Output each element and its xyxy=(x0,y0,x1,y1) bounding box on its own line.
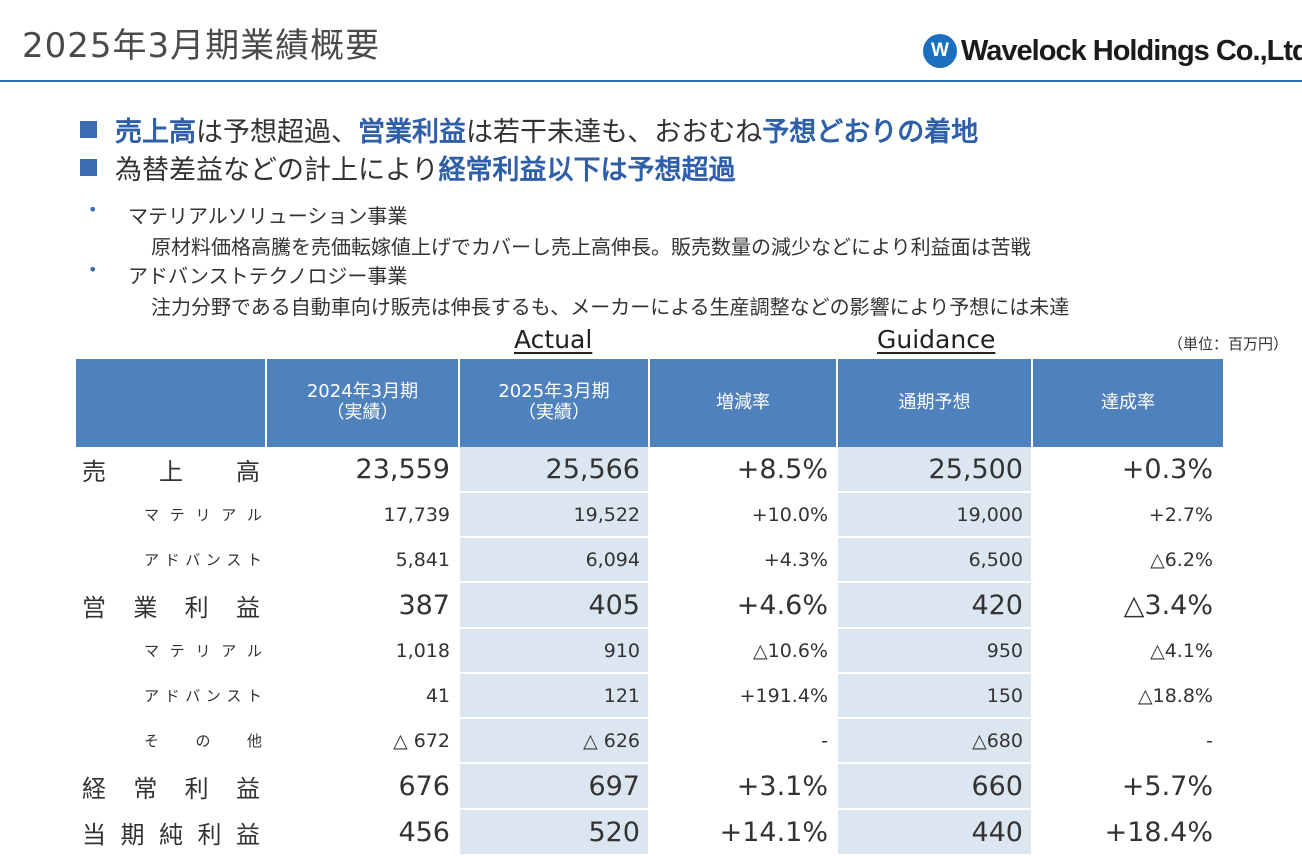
table-row-operating-income: 営業利益 387 405 +4.6% 420 △3.4% xyxy=(76,583,1223,629)
cell-fy2024-actual: △ 672 xyxy=(267,719,460,764)
cell-fy2025-actual: 6,094 xyxy=(460,538,650,583)
header-fy2025-actual: 2025年3月期 （実績） xyxy=(460,359,650,447)
cell-fy2025-actual: 520 xyxy=(460,810,650,856)
row-label: 経常利益 xyxy=(76,764,267,810)
cell-achievement-rate: △3.4% xyxy=(1033,583,1223,629)
cell-fy2025-actual: 121 xyxy=(460,674,650,719)
cell-change-rate: - xyxy=(650,719,838,764)
guidance-caption: Guidance xyxy=(877,325,996,354)
headline-1-text: 売上高は予想超過、営業利益は若干未達も、おおむね予想どおりの着地 xyxy=(115,117,979,148)
segment-note-advanced-title: • アドバンストテクノロジー事業 xyxy=(88,260,408,288)
cell-change-rate: +4.6% xyxy=(650,583,838,629)
cell-change-rate: △10.6% xyxy=(650,629,838,674)
unit-note: （単位：百万円） xyxy=(1168,335,1289,353)
row-label: マテリアル xyxy=(76,629,267,674)
table-row-ordinary-income: 経常利益 676 697 +3.1% 660 +5.7% xyxy=(76,764,1223,810)
segment-note-advanced-detail: 注力分野である自動車向け販売は伸長するも、メーカーによる生産調整などの影響により… xyxy=(151,295,1070,319)
cell-fy2024-actual: 5,841 xyxy=(267,538,460,583)
cell-achievement-rate: △6.2% xyxy=(1033,538,1223,583)
table-header-row: 2024年3月期 （実績） 2025年3月期 （実績） 増減率 通期予想 達成率 xyxy=(76,359,1223,447)
cell-guidance: 19,000 xyxy=(838,493,1033,538)
cell-achievement-rate: +5.7% xyxy=(1033,764,1223,810)
table-row-revenue: 売上高 23,559 25,566 +8.5% 25,500 +0.3% xyxy=(76,447,1223,493)
cell-change-rate: +3.1% xyxy=(650,764,838,810)
cell-guidance: 660 xyxy=(838,764,1033,810)
page-title: 2025年3月期業績概要 xyxy=(22,26,381,66)
cell-fy2025-actual: 697 xyxy=(460,764,650,810)
cell-guidance: 150 xyxy=(838,674,1033,719)
row-label: その他 xyxy=(76,719,267,764)
cell-guidance: △680 xyxy=(838,719,1033,764)
cell-change-rate: +8.5% xyxy=(650,447,838,493)
bullet-dot-icon: • xyxy=(88,200,98,219)
wavelock-logo-icon: W xyxy=(923,34,957,68)
cell-fy2024-actual: 676 xyxy=(267,764,460,810)
header-fy2024-actual: 2024年3月期 （実績） xyxy=(267,359,460,447)
cell-guidance: 6,500 xyxy=(838,538,1033,583)
cell-achievement-rate: +2.7% xyxy=(1033,493,1223,538)
headline-2: 為替差益などの計上により経常利益以下は予想超過 xyxy=(80,148,735,187)
header-guidance: 通期予想 xyxy=(838,359,1033,447)
table-row-oi-advanced: アドバンスト 41 121 +191.4% 150 △18.8% xyxy=(76,674,1223,719)
segment-note-material-detail: 原材料価格高騰を売価転嫁値上げでカバーし売上高伸長。販売数量の減少などにより利益… xyxy=(151,235,1031,259)
table-row-oi-material: マテリアル 1,018 910 △10.6% 950 △4.1% xyxy=(76,629,1223,674)
row-label: 売上高 xyxy=(76,447,267,493)
header-achievement-rate: 達成率 xyxy=(1033,359,1223,447)
logo-text: Wavelock Holdings Co.,Ltd. xyxy=(961,34,1302,67)
cell-fy2024-actual: 23,559 xyxy=(267,447,460,493)
cell-fy2025-actual: 405 xyxy=(460,583,650,629)
table-row-revenue-advanced: アドバンスト 5,841 6,094 +4.3% 6,500 △6.2% xyxy=(76,538,1223,583)
square-bullet-icon xyxy=(80,159,97,176)
cell-change-rate: +14.1% xyxy=(650,810,838,856)
row-label: マテリアル xyxy=(76,493,267,538)
row-label: 営業利益 xyxy=(76,583,267,629)
header-change-rate: 増減率 xyxy=(650,359,838,447)
cell-change-rate: +10.0% xyxy=(650,493,838,538)
cell-fy2025-actual: 19,522 xyxy=(460,493,650,538)
table-row-net-income: 当期純利益 456 520 +14.1% 440 +18.4% xyxy=(76,810,1223,856)
cell-achievement-rate: +0.3% xyxy=(1033,447,1223,493)
headline-1: 売上高は予想超過、営業利益は若干未達も、おおむね予想どおりの着地 xyxy=(80,110,978,149)
company-logo: W Wavelock Holdings Co.,Ltd. xyxy=(923,34,1302,68)
cell-fy2024-actual: 1,018 xyxy=(267,629,460,674)
actual-caption: Actual xyxy=(514,325,593,354)
cell-fy2024-actual: 17,739 xyxy=(267,493,460,538)
bullet-dot-icon: • xyxy=(88,260,98,279)
cell-achievement-rate: - xyxy=(1033,719,1223,764)
slide-header: 2025年3月期業績概要 W Wavelock Holdings Co.,Ltd… xyxy=(0,0,1302,82)
cell-guidance: 440 xyxy=(838,810,1033,856)
table-row-oi-other: その他 △ 672 △ 626- △680- xyxy=(76,719,1223,764)
headline-2-text: 為替差益などの計上により経常利益以下は予想超過 xyxy=(115,155,736,186)
square-bullet-icon xyxy=(80,121,97,138)
cell-guidance: 950 xyxy=(838,629,1033,674)
cell-fy2025-actual: 910 xyxy=(460,629,650,674)
cell-change-rate: +4.3% xyxy=(650,538,838,583)
cell-fy2025-actual: △ 626 xyxy=(460,719,650,764)
cell-guidance: 420 xyxy=(838,583,1033,629)
row-label: 当期純利益 xyxy=(76,810,267,856)
header-divider xyxy=(0,80,1302,82)
header-label-col xyxy=(76,359,267,447)
cell-fy2024-actual: 387 xyxy=(267,583,460,629)
cell-fy2025-actual: 25,566 xyxy=(460,447,650,493)
cell-achievement-rate: +18.4% xyxy=(1033,810,1223,856)
cell-achievement-rate: △18.8% xyxy=(1033,674,1223,719)
cell-fy2024-actual: 456 xyxy=(267,810,460,856)
cell-change-rate: +191.4% xyxy=(650,674,838,719)
cell-guidance: 25,500 xyxy=(838,447,1033,493)
table-row-revenue-material: マテリアル 17,739 19,522 +10.0% 19,000 +2.7% xyxy=(76,493,1223,538)
cell-achievement-rate: △4.1% xyxy=(1033,629,1223,674)
results-table: 2024年3月期 （実績） 2025年3月期 （実績） 増減率 通期予想 達成率 売… xyxy=(76,359,1223,856)
cell-fy2024-actual: 41 xyxy=(267,674,460,719)
segment-note-material-title: • マテリアルソリューション事業 xyxy=(88,200,408,228)
row-label: アドバンスト xyxy=(76,538,267,583)
row-label: アドバンスト xyxy=(76,674,267,719)
